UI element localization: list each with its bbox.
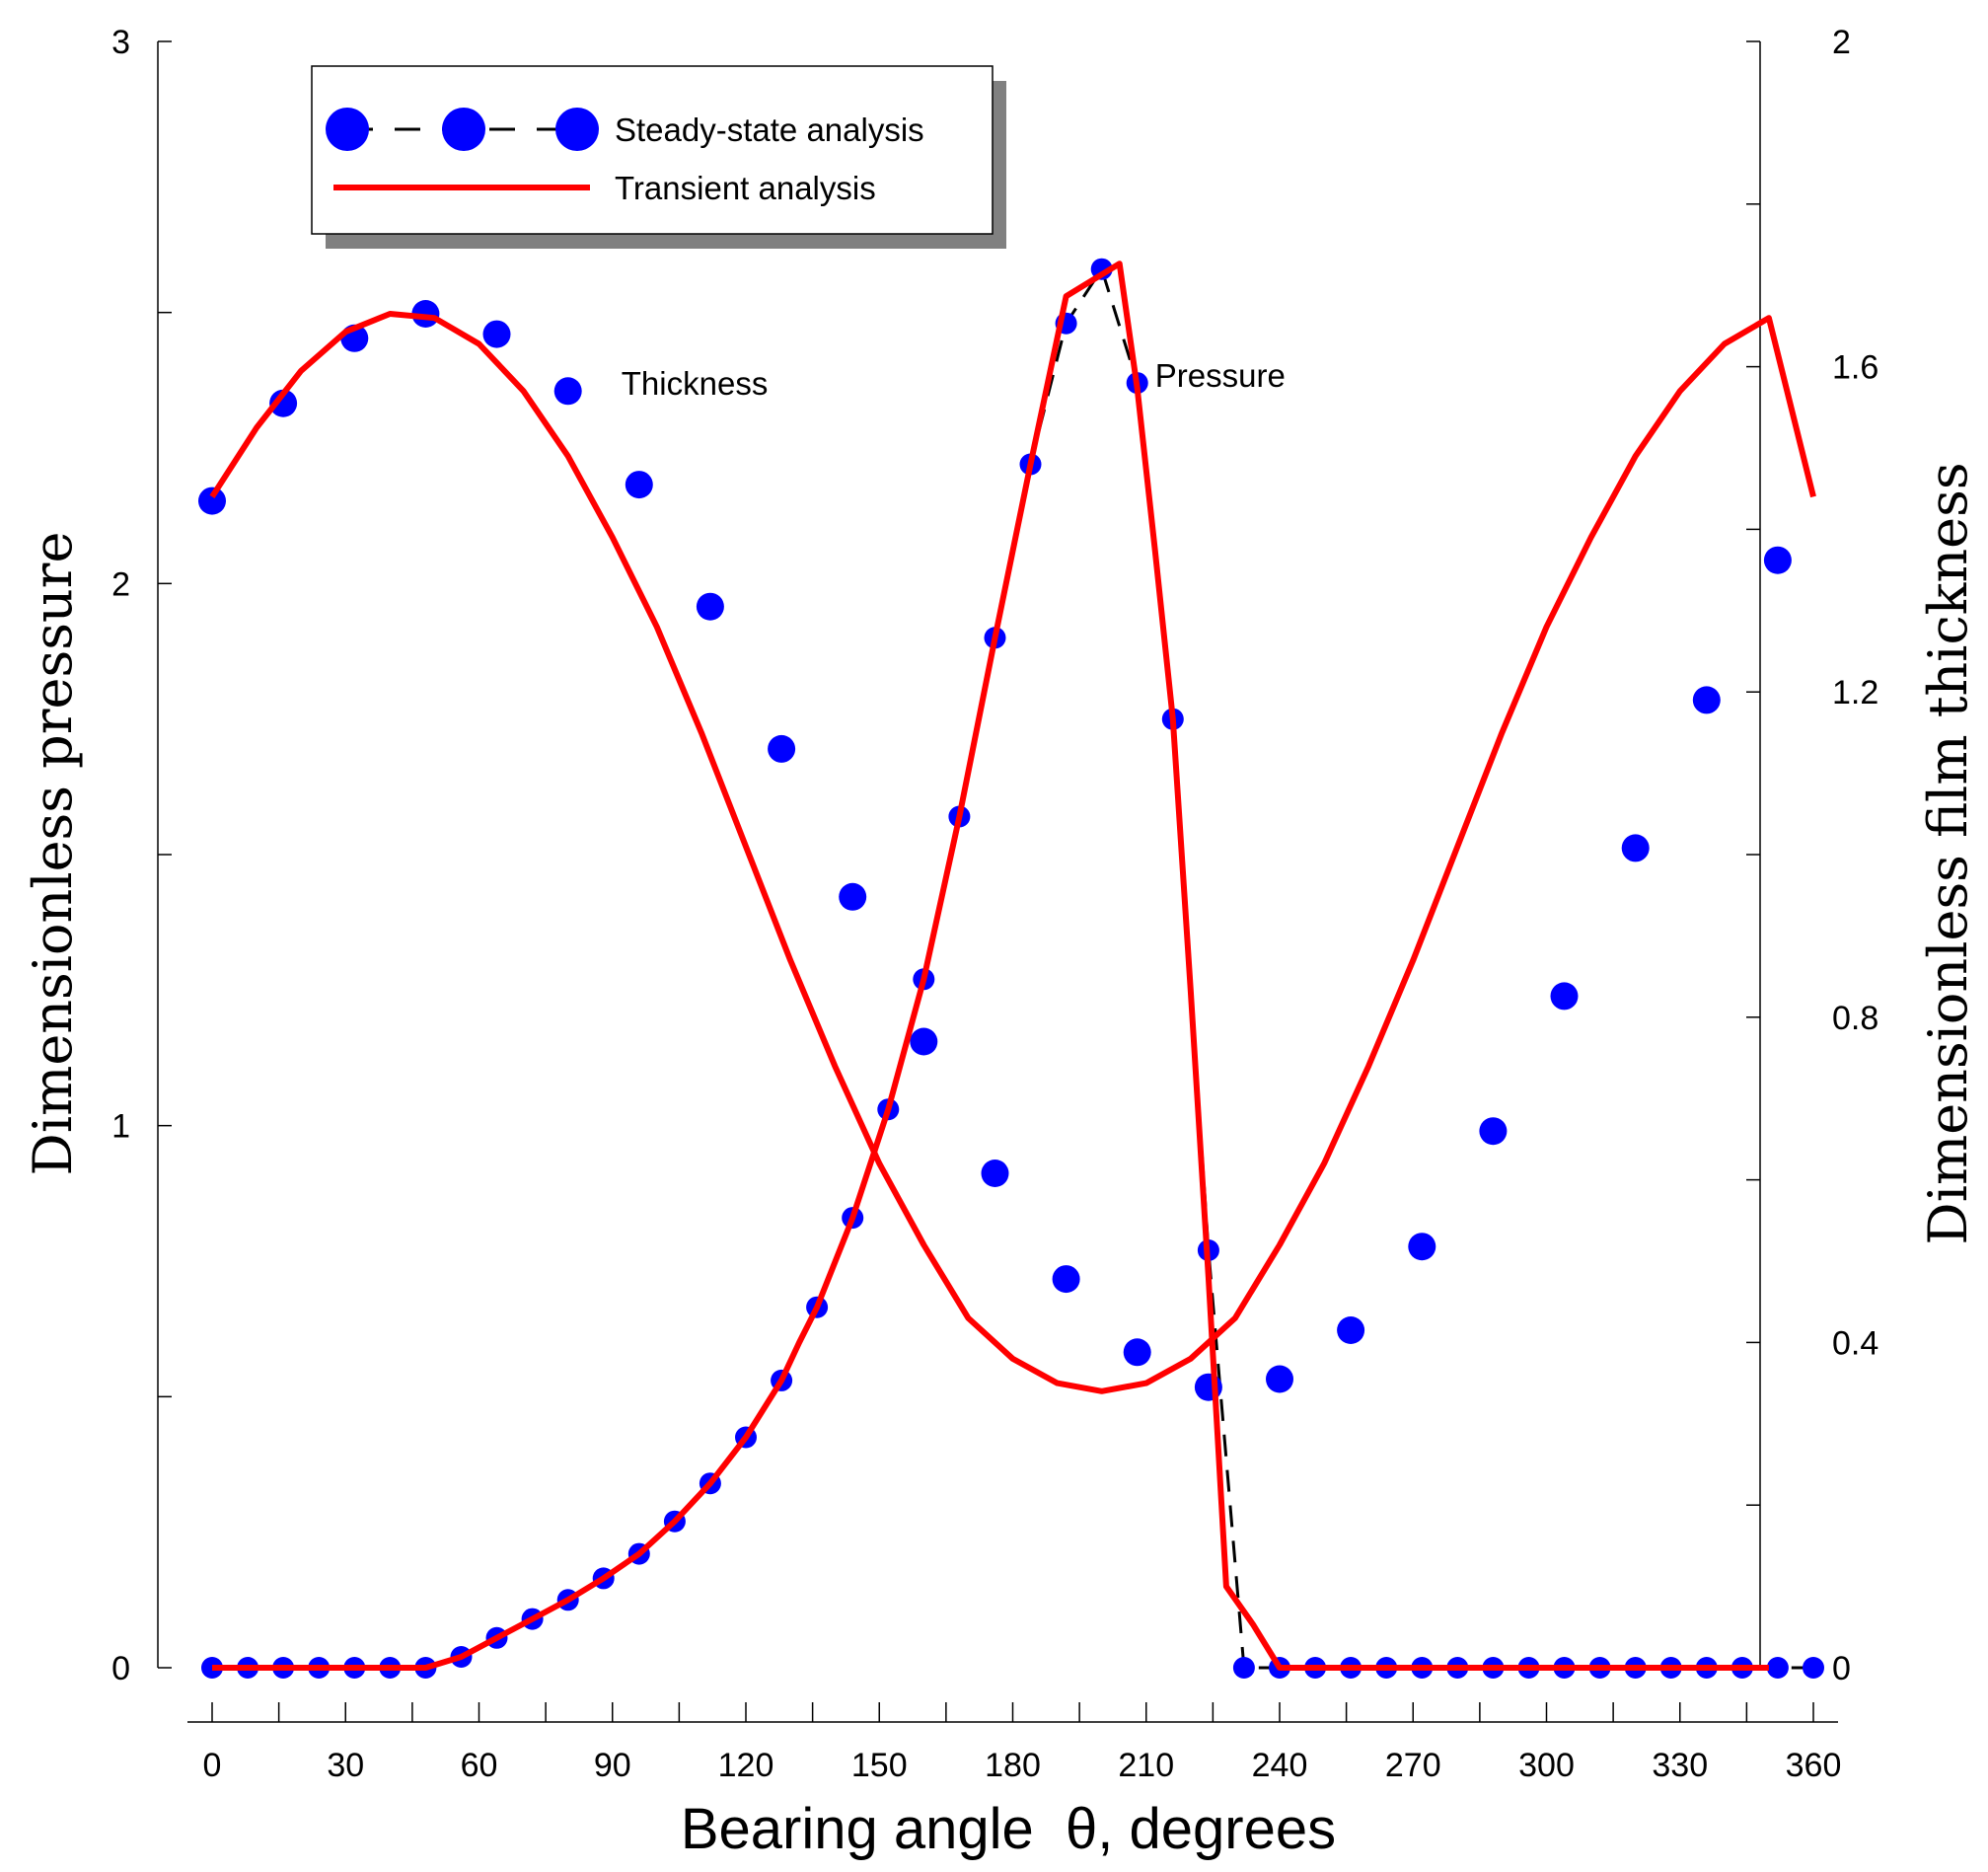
steady-thickness-point [1621, 834, 1650, 862]
x-axis-title: Bearing angle θ, degrees [681, 1797, 1336, 1861]
y-right-tick-label: 1.6 [1832, 349, 1878, 387]
steady-thickness-point [1408, 1233, 1436, 1261]
steady-thickness-point [696, 592, 724, 621]
steady-thickness-point [1692, 686, 1721, 714]
steady-thickness-point [981, 1160, 1009, 1187]
legend-steady-marker [442, 108, 485, 151]
y-left-tick-label: 1 [111, 1108, 130, 1146]
annotation-pressure: Pressure [1155, 357, 1286, 394]
steady-thickness-point [839, 882, 867, 911]
steady-thickness-point [269, 389, 298, 417]
legend-label-transient: Transient analysis [615, 170, 876, 206]
steady-thickness-point [625, 471, 653, 499]
y-right-tick-label: 1.2 [1832, 674, 1878, 711]
steady-thickness-point [198, 487, 226, 515]
x-tick-label: 330 [1652, 1747, 1708, 1784]
legend-steady-marker [555, 108, 599, 151]
steady-thickness-point [1052, 1265, 1080, 1294]
legend-steady-marker [326, 108, 369, 151]
steady-pressure-point [1803, 1657, 1824, 1679]
x-tick-label: 120 [718, 1747, 774, 1784]
legend: Steady-state analysis Transient analysis [311, 65, 1006, 249]
legend-box [311, 65, 994, 235]
steady-thickness-point [1763, 546, 1792, 574]
x-tick-label: 240 [1252, 1747, 1308, 1784]
x-tick-label: 30 [327, 1747, 364, 1784]
x-tick-label: 360 [1786, 1747, 1842, 1784]
steady-thickness-point [1479, 1117, 1508, 1146]
x-tick-label: 300 [1518, 1747, 1575, 1784]
x-tick-label: 0 [203, 1747, 222, 1784]
x-tick-label: 150 [851, 1747, 908, 1784]
transient-thickness-line [209, 311, 1816, 1394]
y-right-tick-label: 0.4 [1832, 1324, 1878, 1362]
steady-thickness-point [1266, 1365, 1293, 1393]
steady-pressure-point [1232, 1657, 1255, 1679]
steady-thickness-point [553, 377, 582, 406]
x-tick-label: 210 [1118, 1747, 1174, 1784]
y-right-tick-label: 2 [1832, 24, 1851, 61]
steady-thickness-point [1550, 982, 1579, 1011]
steady-thickness-point [1123, 1338, 1151, 1367]
y-left-tick-label: 2 [111, 565, 130, 603]
annotation-thickness: Thickness [622, 365, 769, 402]
y-axis-title-left: Dimensionless pressure [22, 532, 84, 1176]
x-tick-label: 60 [461, 1747, 498, 1784]
legend-label-steady: Steady-state analysis [615, 112, 924, 148]
steady-pressure-point [1766, 1657, 1789, 1679]
x-tick-label: 180 [985, 1747, 1041, 1784]
series-layer [198, 258, 1824, 1679]
x-tick-label: 90 [594, 1747, 631, 1784]
steady-thickness-point [1337, 1316, 1365, 1344]
steady-thickness-point [910, 1027, 938, 1056]
y-left-tick-label: 3 [111, 24, 130, 61]
y-right-tick-label: 0 [1832, 1650, 1851, 1687]
steady-thickness-point [768, 734, 796, 763]
transient-pressure-line [212, 261, 1769, 1671]
y-right-tick-label: 0.8 [1832, 1000, 1878, 1037]
x-tick-label: 270 [1385, 1747, 1441, 1784]
y-axis-title-right: Dimensionless film thickness [1917, 462, 1979, 1244]
y-left-tick-label: 0 [111, 1650, 130, 1687]
steady-thickness-point [482, 320, 511, 348]
